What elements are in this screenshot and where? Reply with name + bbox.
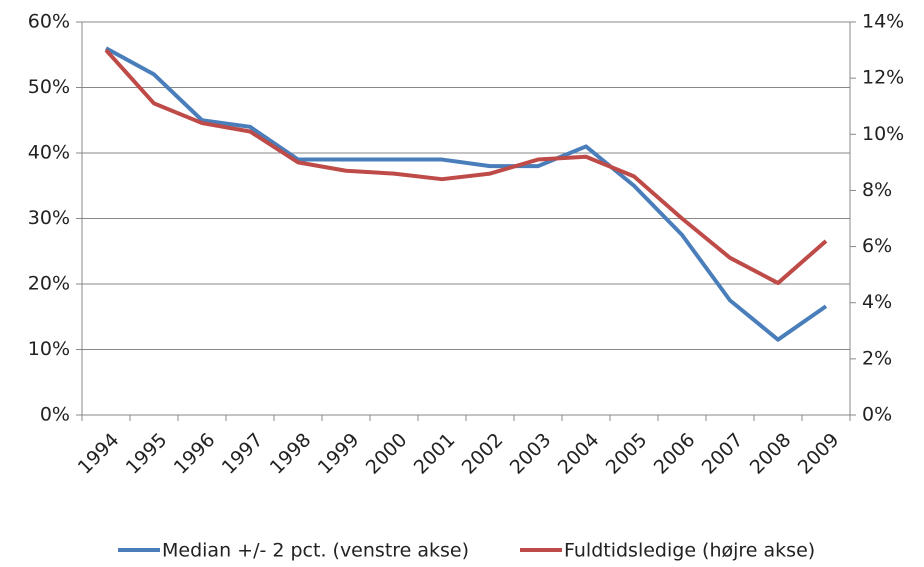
x-tick-label: 2005 xyxy=(602,429,652,479)
x-tick-label: 1999 xyxy=(314,429,364,479)
x-tick-label: 2007 xyxy=(698,429,748,479)
y2-tick-label: 10% xyxy=(862,123,904,145)
x-tick-label: 2004 xyxy=(554,429,604,479)
x-tick-label: 2001 xyxy=(410,429,460,479)
y-tick-label: 10% xyxy=(28,338,70,360)
y-tick-label: 60% xyxy=(28,11,70,33)
y2-tick-label: 2% xyxy=(862,347,892,369)
x-tick-label: 1994 xyxy=(74,429,124,479)
y2-tick-label: 4% xyxy=(862,291,892,313)
y2-tick-label: 14% xyxy=(862,11,904,33)
x-tick-label: 2009 xyxy=(794,429,844,479)
x-tick-label: 1997 xyxy=(218,429,268,479)
x-tick-label: 1996 xyxy=(170,429,220,479)
x-tick-label: 1995 xyxy=(122,429,172,479)
x-tick-label: 1998 xyxy=(266,429,316,479)
y2-tick-label: 8% xyxy=(862,179,892,201)
y-tick-label: 50% xyxy=(28,76,70,98)
y-tick-label: 40% xyxy=(28,142,70,164)
series-line xyxy=(105,46,828,342)
y2-tick-label: 0% xyxy=(862,404,892,426)
y2-tick-label: 12% xyxy=(862,67,904,89)
legend-label: Fuldtidsledige (højre akse) xyxy=(564,540,815,562)
series-line xyxy=(104,48,828,286)
x-tick-label: 2008 xyxy=(746,429,796,479)
y-tick-label: 0% xyxy=(40,404,70,426)
y2-tick-label: 6% xyxy=(862,235,892,257)
x-tick-label: 2002 xyxy=(458,429,508,479)
y-tick-label: 20% xyxy=(28,273,70,295)
x-tick-label: 2003 xyxy=(506,429,556,479)
y-tick-label: 30% xyxy=(28,207,70,229)
x-tick-label: 2006 xyxy=(650,429,700,479)
legend-label: Median +/- 2 pct. (venstre akse) xyxy=(162,540,469,562)
x-tick-label: 2000 xyxy=(362,429,412,479)
